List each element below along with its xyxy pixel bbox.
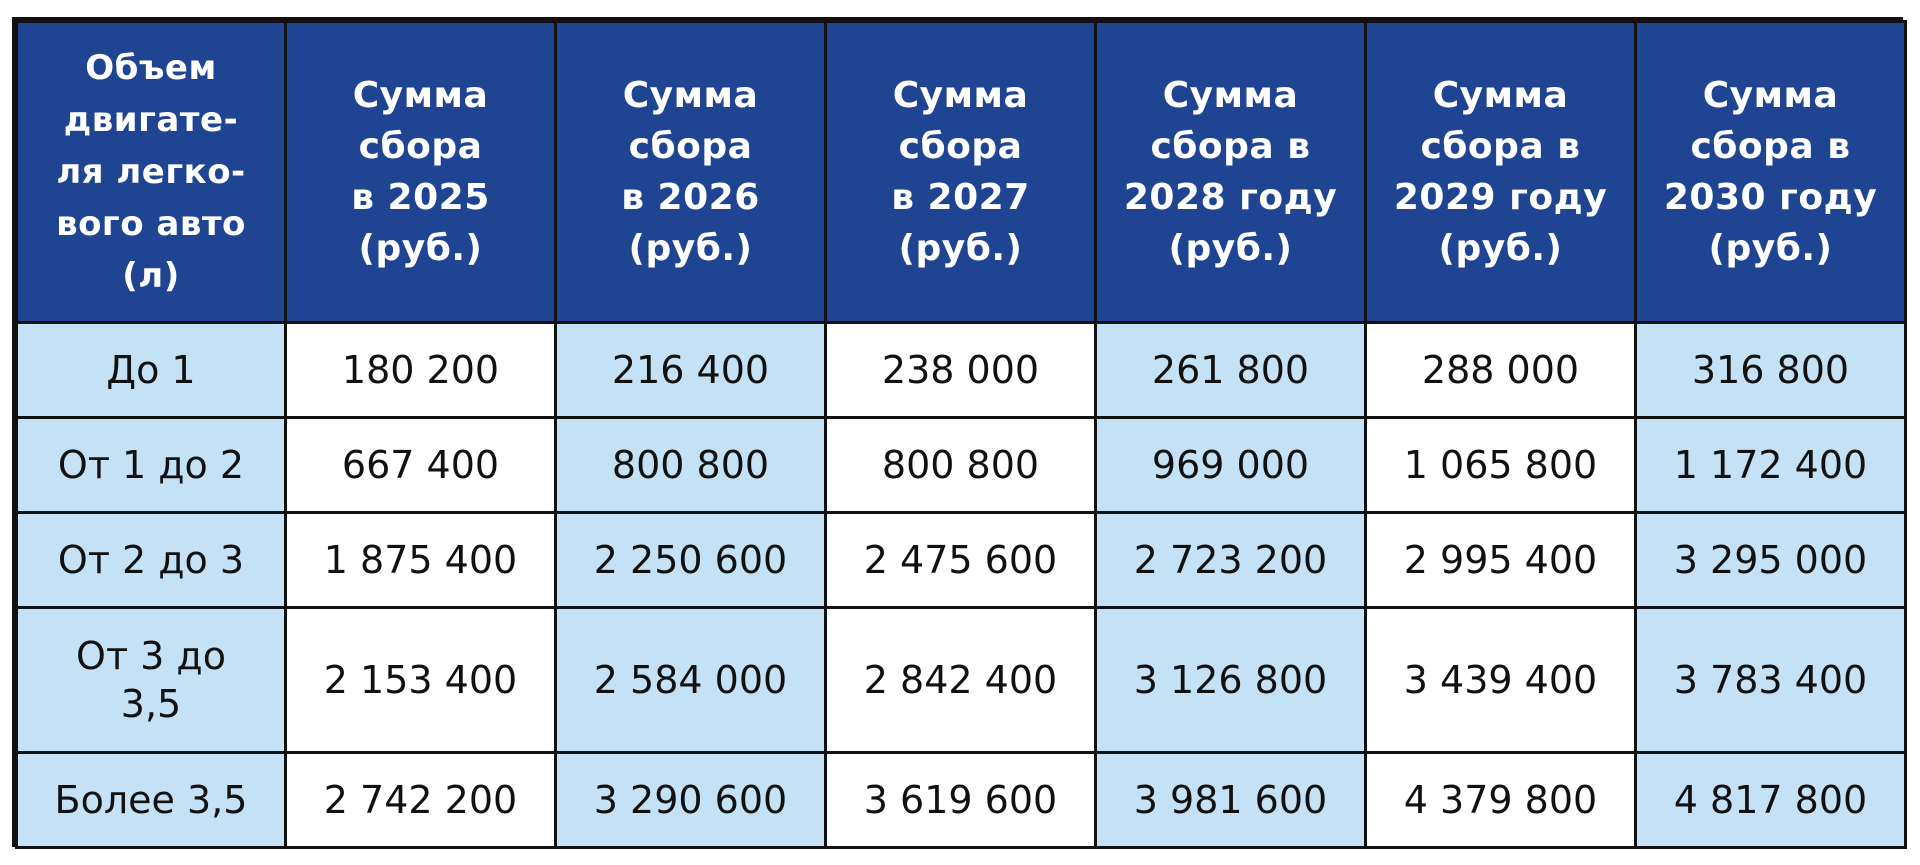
fee-cell: 3 619 600: [824, 751, 1097, 849]
table-row: Более 3,5 2 742 200 3 290 600 3 619 600 …: [15, 751, 1907, 849]
header-row: Объем двигате- ля легко- вого авто (л) С…: [15, 20, 1907, 324]
table-body: До 1 180 200 216 400 238 000 261 800 288…: [15, 321, 1907, 849]
header-fee-2025: Сумма сбора в 2025 (руб.): [284, 20, 557, 324]
fee-cell: 1 875 400: [284, 511, 557, 609]
fee-cell: 3 783 400: [1634, 606, 1907, 754]
fee-cell: 2 153 400: [284, 606, 557, 754]
fee-cell: 800 800: [554, 416, 827, 514]
fee-cell: 800 800: [824, 416, 1097, 514]
header-fee-2027: Сумма сбора в 2027 (руб.): [824, 20, 1097, 324]
fee-cell: 2 742 200: [284, 751, 557, 849]
fee-cell: 2 584 000: [554, 606, 827, 754]
fee-cell: 3 439 400: [1364, 606, 1637, 754]
fee-table-container: Объем двигате- ля легко- вого авто (л) С…: [12, 17, 1907, 849]
row-label-cell: Более 3,5: [15, 751, 287, 849]
header-fee-2030: Сумма сбора в 2030 году (руб.): [1634, 20, 1907, 324]
fee-cell: 2 250 600: [554, 511, 827, 609]
fee-cell: 2 842 400: [824, 606, 1097, 754]
fee-cell: 3 126 800: [1094, 606, 1367, 754]
row-label-cell: От 2 до 3: [15, 511, 287, 609]
table-row: От 2 до 3 1 875 400 2 250 600 2 475 600 …: [15, 511, 1907, 609]
fee-cell: 3 295 000: [1634, 511, 1907, 609]
fee-cell: 4 817 800: [1634, 751, 1907, 849]
fee-cell: 1 065 800: [1364, 416, 1637, 514]
fee-cell: 667 400: [284, 416, 557, 514]
header-fee-2028: Сумма сбора в 2028 году (руб.): [1094, 20, 1367, 324]
fee-cell: 4 379 800: [1364, 751, 1637, 849]
fee-cell: 1 172 400: [1634, 416, 1907, 514]
fee-cell: 216 400: [554, 321, 827, 419]
fee-cell: 238 000: [824, 321, 1097, 419]
fee-cell: 3 981 600: [1094, 751, 1367, 849]
recycling-fee-table: Объем двигате- ля легко- вого авто (л) С…: [15, 20, 1907, 849]
table-row: От 3 до 3,5 2 153 400 2 584 000 2 842 40…: [15, 606, 1907, 754]
fee-cell: 969 000: [1094, 416, 1367, 514]
fee-cell: 288 000: [1364, 321, 1637, 419]
fee-cell: 261 800: [1094, 321, 1367, 419]
fee-cell: 2 995 400: [1364, 511, 1637, 609]
row-label-cell: До 1: [15, 321, 287, 419]
fee-cell: 2 723 200: [1094, 511, 1367, 609]
row-label-cell: От 1 до 2: [15, 416, 287, 514]
row-label-cell: От 3 до 3,5: [15, 606, 287, 754]
header-engine-volume: Объем двигате- ля легко- вого авто (л): [15, 20, 287, 324]
table-header: Объем двигате- ля легко- вого авто (л) С…: [15, 20, 1907, 324]
table-row: От 1 до 2 667 400 800 800 800 800 969 00…: [15, 416, 1907, 514]
header-fee-2026: Сумма сбора в 2026 (руб.): [554, 20, 827, 324]
fee-cell: 316 800: [1634, 321, 1907, 419]
fee-cell: 3 290 600: [554, 751, 827, 849]
table-row: До 1 180 200 216 400 238 000 261 800 288…: [15, 321, 1907, 419]
header-fee-2029: Сумма сбора в 2029 году (руб.): [1364, 20, 1637, 324]
fee-cell: 180 200: [284, 321, 557, 419]
fee-cell: 2 475 600: [824, 511, 1097, 609]
